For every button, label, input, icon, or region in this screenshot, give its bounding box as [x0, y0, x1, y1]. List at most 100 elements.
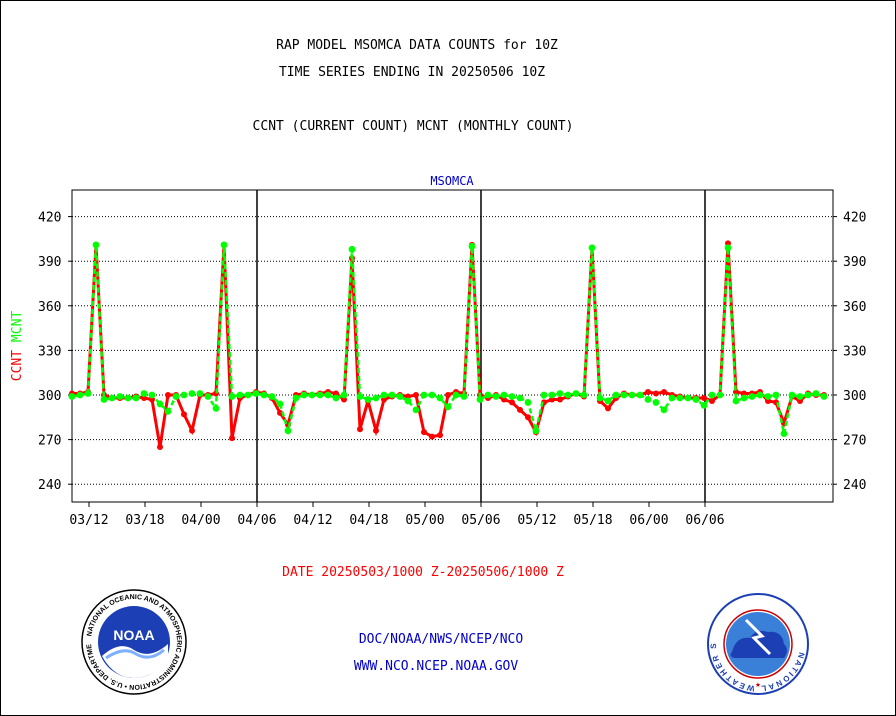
point-mcnt-75 [668, 394, 676, 402]
point-mcnt-32 [324, 391, 332, 399]
point-mcnt-74 [660, 406, 668, 414]
noaa-logo: NOAA NATIONAL OCEANIC AND ATMOSPHERIC AD… [80, 588, 187, 695]
point-mcnt-7 [124, 394, 132, 402]
point-mcnt-36 [356, 393, 364, 400]
point-mcnt-43 [412, 406, 420, 414]
point-ccnt-47 [445, 392, 451, 398]
point-mcnt-47 [444, 403, 452, 411]
point-mcnt-19 [220, 241, 228, 249]
point-mcnt-93 [812, 390, 820, 397]
point-mcnt-86 [756, 391, 764, 399]
chart-title-line3: CCNT (CURRENT COUNT) MCNT (MONTHLY COUNT… [252, 119, 574, 134]
point-mcnt-4 [100, 396, 108, 403]
point-mcnt-62 [564, 391, 572, 399]
point-mcnt-46 [436, 394, 444, 402]
ytick-label-left-390: 390 [38, 255, 61, 270]
ytick-label-right-270: 270 [843, 434, 866, 449]
xtick-label-05/18: 05/18 [573, 513, 612, 528]
point-mcnt-2 [84, 390, 92, 397]
point-mcnt-24 [260, 391, 268, 399]
ytick-label-right-420: 420 [843, 211, 866, 226]
point-mcnt-68 [612, 391, 620, 399]
point-ccnt-20 [229, 435, 235, 442]
point-mcnt-79 [700, 402, 708, 409]
point-mcnt-30 [308, 391, 316, 399]
xtick-label-04/18: 04/18 [349, 513, 388, 528]
xtick-label-04/00: 04/00 [181, 513, 220, 528]
point-ccnt-55 [509, 399, 515, 406]
point-mcnt-16 [196, 390, 204, 397]
chart-title-line1: RAP MODEL MSOMCA DATA COUNTS for 10Z [276, 38, 558, 53]
point-mcnt-92 [804, 391, 812, 399]
point-ccnt-79 [701, 394, 707, 401]
point-mcnt-85 [748, 393, 756, 400]
point-mcnt-90 [788, 391, 796, 399]
plot-title: MSOMCA [430, 174, 474, 188]
point-mcnt-78 [692, 396, 700, 403]
point-mcnt-56 [516, 394, 524, 402]
xtick-label-03/18: 03/18 [125, 513, 164, 528]
xtick-label-05/00: 05/00 [405, 513, 444, 528]
point-ccnt-67 [605, 405, 611, 412]
nws-star-icon: ★ [755, 680, 761, 690]
point-ccnt-15 [189, 427, 195, 434]
point-ccnt-73 [653, 390, 659, 397]
ytick-label-left-270: 270 [38, 434, 61, 449]
point-ccnt-57 [525, 414, 531, 421]
point-mcnt-27 [284, 427, 292, 435]
point-mcnt-77 [684, 394, 692, 402]
xtick-label-05/06: 05/06 [461, 513, 500, 528]
point-mcnt-38 [372, 394, 380, 402]
point-mcnt-37 [364, 396, 372, 403]
point-mcnt-84 [740, 394, 748, 402]
point-mcnt-1 [76, 391, 84, 399]
point-mcnt-52 [484, 391, 492, 399]
point-mcnt-8 [132, 394, 140, 402]
point-mcnt-14 [180, 391, 188, 399]
point-mcnt-89 [780, 430, 788, 438]
point-mcnt-5 [108, 394, 116, 402]
point-mcnt-18 [212, 404, 220, 412]
point-ccnt-46 [437, 432, 443, 439]
point-mcnt-44 [420, 391, 428, 399]
point-mcnt-33 [332, 394, 340, 402]
point-mcnt-61 [556, 390, 564, 397]
xtick-label-05/12: 05/12 [517, 513, 556, 528]
point-ccnt-43 [413, 392, 419, 398]
point-mcnt-64 [580, 391, 588, 399]
point-mcnt-55 [508, 393, 516, 400]
point-mcnt-65 [588, 244, 596, 252]
point-ccnt-11 [157, 444, 163, 451]
point-ccnt-36 [357, 426, 363, 433]
point-ccnt-12 [165, 392, 171, 398]
date-range-label: DATE 20250503/1000 Z-20250506/1000 Z [282, 565, 564, 580]
point-ccnt-44 [421, 429, 427, 436]
point-mcnt-66 [596, 394, 604, 402]
point-ccnt-14 [181, 411, 187, 418]
y-axis-label: CCNT MCNT [10, 311, 25, 382]
ytick-label-left-300: 300 [38, 389, 61, 404]
point-ccnt-56 [517, 406, 523, 413]
point-mcnt-35 [348, 245, 356, 253]
xtick-label-06/00: 06/00 [629, 513, 668, 528]
ytick-label-right-240: 240 [843, 478, 866, 493]
point-mcnt-13 [172, 393, 180, 400]
point-mcnt-63 [572, 390, 580, 397]
noaa-logo-text: NOAA [113, 627, 154, 643]
point-mcnt-15 [188, 390, 196, 397]
point-mcnt-58 [532, 427, 540, 435]
ytick-label-right-330: 330 [843, 344, 866, 359]
website-link[interactable]: WWW.NCO.NCEP.NOAA.GOV [353, 659, 519, 674]
point-mcnt-67 [604, 397, 612, 405]
point-mcnt-0 [68, 393, 76, 400]
point-mcnt-25 [268, 393, 276, 400]
point-mcnt-73 [652, 399, 660, 406]
y-axis-label-mcnt: MCNT [10, 311, 25, 350]
ytick-label-right-300: 300 [843, 389, 866, 404]
xtick-label-04/06: 04/06 [237, 513, 276, 528]
org-path-link[interactable]: DOC/NOAA/NWS/NCEP/NCO [358, 632, 524, 647]
point-ccnt-38 [373, 427, 379, 434]
point-mcnt-34 [340, 391, 348, 399]
point-mcnt-81 [716, 391, 724, 399]
